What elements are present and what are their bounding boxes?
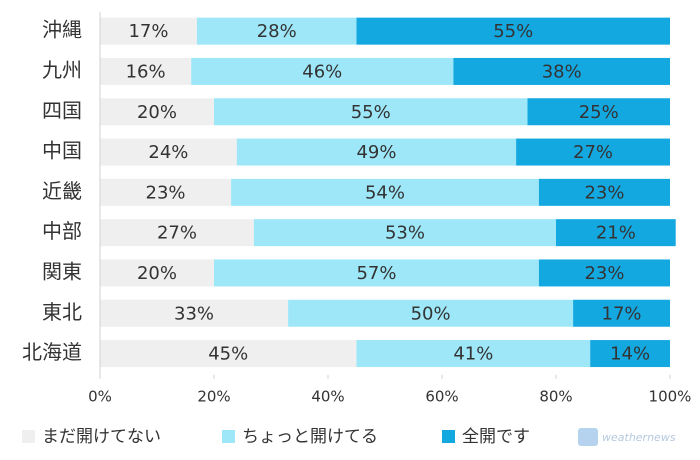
value-label: 20% — [137, 263, 177, 284]
value-label: 25% — [579, 102, 619, 123]
value-label: 55% — [493, 21, 533, 42]
x-tick-label: 40% — [311, 388, 344, 406]
x-tick-label: 100% — [649, 388, 692, 406]
legend-label: ちょっと開けてる — [242, 427, 378, 447]
bar-segment — [100, 17, 197, 45]
category-label: 近畿 — [42, 179, 82, 203]
x-tick-label: 60% — [425, 388, 458, 406]
value-label: 16% — [126, 61, 166, 82]
value-label: 14% — [610, 344, 650, 365]
value-label: 17% — [602, 303, 642, 324]
bar-segment — [236, 138, 517, 166]
category-label: 東北 — [42, 300, 82, 324]
value-label: 33% — [174, 303, 214, 324]
legend-label: まだ開けてない — [42, 427, 161, 447]
bar-segment — [538, 178, 670, 206]
value-label: 53% — [385, 223, 425, 244]
bar-segment — [516, 138, 670, 166]
value-label: 49% — [356, 142, 396, 163]
bar-segment — [100, 340, 357, 368]
bar-segment — [214, 98, 528, 126]
value-label: 17% — [128, 21, 168, 42]
category-label: 中部 — [42, 219, 82, 243]
logo-icon — [578, 428, 598, 446]
category-label: 中国 — [42, 139, 82, 163]
value-label: 28% — [257, 21, 297, 42]
bar-segment — [214, 259, 539, 287]
value-label: 23% — [146, 182, 186, 203]
bar-segment — [191, 57, 454, 85]
category-label: 九州 — [42, 58, 82, 82]
bar-segment — [231, 178, 539, 206]
bar-segment — [590, 340, 670, 368]
legend-label: 全開です — [462, 427, 530, 447]
value-label: 24% — [148, 142, 188, 163]
value-label: 23% — [584, 263, 624, 284]
bar-segment — [196, 17, 357, 45]
value-label: 54% — [365, 182, 405, 203]
bar-segment — [100, 299, 289, 327]
category-label: 四国 — [42, 98, 82, 122]
legend-swatch — [442, 430, 455, 443]
category-label: 沖縄 — [42, 18, 82, 42]
value-label: 20% — [137, 102, 177, 123]
value-label: 23% — [584, 182, 624, 203]
x-tick-label: 20% — [197, 388, 230, 406]
bar-segment — [100, 178, 232, 206]
bar-segment — [253, 219, 556, 247]
legend-swatch — [222, 430, 235, 443]
bar-segment — [527, 98, 670, 126]
bar-segment — [100, 98, 214, 126]
value-label: 46% — [302, 61, 342, 82]
bar-segment — [453, 57, 670, 85]
bar-segment — [288, 299, 574, 327]
value-label: 57% — [356, 263, 396, 284]
value-label: 21% — [596, 223, 636, 244]
x-tick-label: 0% — [88, 388, 112, 406]
category-label: 関東 — [42, 259, 82, 283]
legend-swatch — [22, 430, 35, 443]
bar-segment — [538, 259, 670, 287]
value-label: 50% — [411, 303, 451, 324]
bar-segment — [556, 219, 676, 247]
value-label: 27% — [157, 223, 197, 244]
x-tick-label: 80% — [539, 388, 572, 406]
bar-segment — [100, 259, 214, 287]
bar-segment — [573, 299, 670, 327]
value-label: 55% — [351, 102, 391, 123]
bar-segment — [100, 57, 192, 85]
bar-segment — [100, 219, 254, 247]
value-label: 45% — [208, 344, 248, 365]
bar-segment — [100, 138, 237, 166]
bar-segment — [356, 17, 670, 45]
watermark: weathernews — [602, 431, 676, 444]
category-label: 北海道 — [22, 340, 82, 364]
bar-segment — [356, 340, 591, 368]
value-label: 38% — [542, 61, 582, 82]
value-label: 27% — [573, 142, 613, 163]
value-label: 41% — [453, 344, 493, 365]
